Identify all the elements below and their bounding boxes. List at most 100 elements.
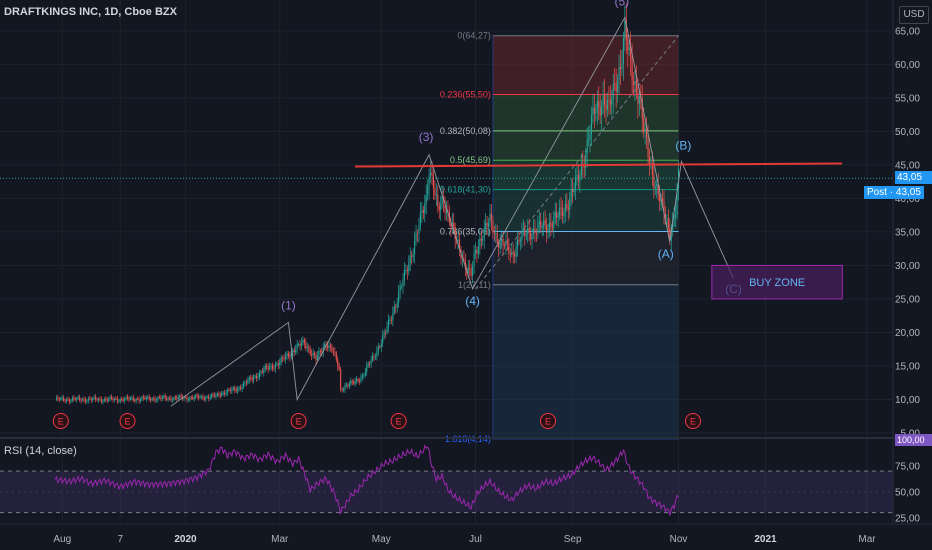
candle-body	[617, 81, 619, 93]
candle-body	[511, 252, 513, 255]
candle-body	[200, 396, 202, 397]
candle-body	[517, 239, 519, 248]
candle-body	[657, 184, 659, 195]
fib-level-label: 0.786(35,06)	[440, 227, 491, 237]
candle-body	[190, 397, 192, 399]
candle-body	[279, 362, 281, 366]
candle-body	[293, 350, 295, 353]
candle-body	[427, 186, 429, 196]
candle-body	[155, 399, 158, 401]
candle-body	[604, 94, 606, 105]
symbol-title[interactable]: DRAFTKINGS INC, 1D, Cboe BZX	[4, 6, 177, 18]
time-tick-label: Aug	[53, 534, 71, 545]
candle-body	[353, 381, 355, 384]
candle-body	[289, 356, 291, 358]
candle-body	[401, 286, 403, 288]
candle-body	[67, 399, 69, 401]
candle-body	[440, 204, 442, 211]
fib-zone	[492, 231, 679, 285]
candle-body	[414, 240, 416, 255]
candle-body	[559, 207, 561, 216]
candle-body	[467, 267, 469, 274]
candle-body	[142, 397, 144, 398]
drawings-overlay[interactable]: BUY ZONE E E E E E E	[0, 162, 893, 429]
candle-body	[316, 355, 318, 360]
currency-badge[interactable]: USD	[899, 6, 929, 24]
candle-body	[125, 396, 127, 400]
candle-body	[498, 242, 500, 248]
candle-body	[240, 387, 242, 389]
candle-body	[242, 383, 245, 388]
fibonacci-retracement[interactable]: 0(64,27) 0.236(55,50) 0.382(50,08) 0.5(45,6…	[440, 31, 679, 444]
candle-body	[328, 345, 330, 348]
candle-body	[329, 345, 332, 347]
candle-body	[314, 352, 316, 356]
candle-body	[421, 210, 423, 213]
candle-body	[86, 400, 88, 402]
candle-body	[373, 355, 375, 357]
candle-body	[380, 343, 382, 347]
candle-body	[431, 172, 433, 176]
candle-body	[541, 226, 543, 228]
candle-body	[486, 222, 488, 227]
candle-body	[647, 137, 649, 158]
candle-body	[518, 239, 520, 242]
candle-body	[419, 212, 421, 226]
candle-body	[441, 196, 443, 205]
candle-body	[525, 233, 527, 236]
candle-body	[502, 238, 504, 246]
candle-body	[218, 393, 220, 396]
candle-body	[245, 382, 247, 384]
time-tick-label: 7	[117, 534, 123, 545]
price-tick-label: 35,00	[895, 227, 920, 238]
rsi-line	[54, 444, 679, 516]
candle-body	[483, 228, 485, 239]
candle-body	[292, 350, 294, 353]
candle-body	[106, 399, 108, 401]
candle-body	[479, 238, 481, 247]
candle-body	[74, 399, 76, 400]
candle-body	[418, 225, 420, 234]
candle-body	[393, 306, 395, 313]
candle-body	[669, 228, 671, 241]
candle-body	[363, 375, 365, 377]
candle-body	[318, 350, 320, 356]
candle-body	[654, 186, 656, 189]
candle-body	[614, 83, 616, 85]
candle-body	[145, 397, 147, 400]
candle-body	[341, 388, 343, 391]
candle-body	[84, 399, 86, 402]
candle-body	[261, 371, 263, 373]
candle-body	[331, 346, 333, 352]
price-tick-label: 40,00	[895, 194, 920, 205]
candle-body	[351, 380, 353, 382]
candle-body	[585, 153, 587, 168]
candle-body	[283, 357, 285, 360]
candle-body	[177, 397, 179, 399]
candle-body	[492, 220, 494, 233]
candle-body	[184, 397, 187, 398]
candle-body	[608, 99, 610, 101]
candle-body	[299, 343, 301, 346]
candle-body	[643, 118, 645, 132]
candle-body	[271, 365, 274, 369]
buy-zone-label: BUY ZONE	[749, 277, 805, 289]
candle-body	[63, 397, 65, 401]
candle-body	[470, 268, 472, 276]
candle-body	[254, 375, 256, 378]
candle-body	[577, 174, 579, 181]
candle-body	[100, 399, 102, 402]
candle-body	[366, 365, 368, 372]
candle-body	[538, 221, 540, 224]
rsi-indicator-title[interactable]: RSI (14, close)	[4, 445, 77, 457]
candle-body	[438, 205, 440, 211]
earnings-marker	[540, 413, 556, 429]
candle-body	[389, 319, 391, 321]
candle-body	[309, 348, 311, 355]
candle-body	[147, 396, 149, 398]
candle-body	[71, 397, 73, 401]
candle-body	[171, 399, 173, 401]
candle-body	[601, 105, 603, 116]
candle-body	[99, 398, 101, 400]
